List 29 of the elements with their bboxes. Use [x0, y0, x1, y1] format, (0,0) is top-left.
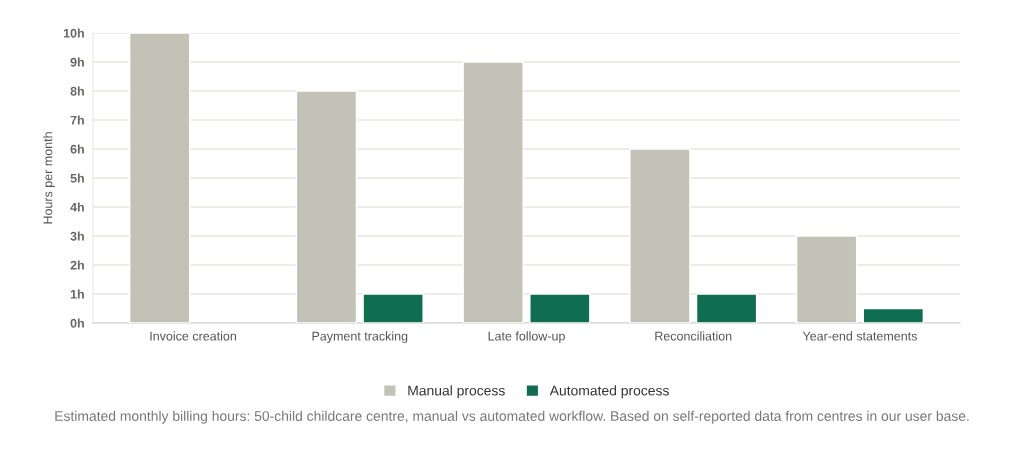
x-tick-label: Year-end statements: [802, 331, 917, 341]
y-tick-label: 5h: [70, 173, 84, 183]
x-tick-label: Late follow-up: [488, 331, 565, 343]
legend-label: Manual process: [408, 385, 505, 399]
bar: [862, 307, 925, 323]
bar: [795, 235, 858, 323]
y-tick-label: 8h: [70, 86, 84, 96]
bar: [529, 293, 591, 323]
y-tick-label: 10h: [63, 28, 84, 38]
bar: [128, 33, 191, 323]
x-tick-label: Payment tracking: [312, 331, 408, 343]
y-tick-label: 6h: [70, 144, 84, 154]
legend-label: Automated process: [549, 385, 669, 399]
y-tick-label: 3h: [70, 231, 84, 241]
y-tick-label: 9h: [70, 57, 84, 67]
y-tick-label: 1h: [70, 289, 84, 299]
y-tick-label: 4h: [70, 202, 84, 212]
bar: [362, 293, 424, 323]
bar: [295, 90, 358, 323]
x-tick-label: Invoice creation: [150, 331, 236, 341]
bar: [462, 61, 524, 323]
bar: [629, 148, 691, 323]
y-tick-label: 7h: [70, 115, 84, 125]
text: Estimated monthly billing hours: 50-child childcare centre, manual vs automated workflow. Based on self-reported data from centres in our user base.: [55, 410, 969, 424]
y-axis-title: Hours per month: [43, 132, 55, 224]
x-tick-label: Reconciliation: [655, 331, 732, 341]
y-tick-label: 0h: [70, 318, 84, 328]
bar: [695, 293, 758, 323]
y-tick-label: 2h: [70, 260, 84, 270]
